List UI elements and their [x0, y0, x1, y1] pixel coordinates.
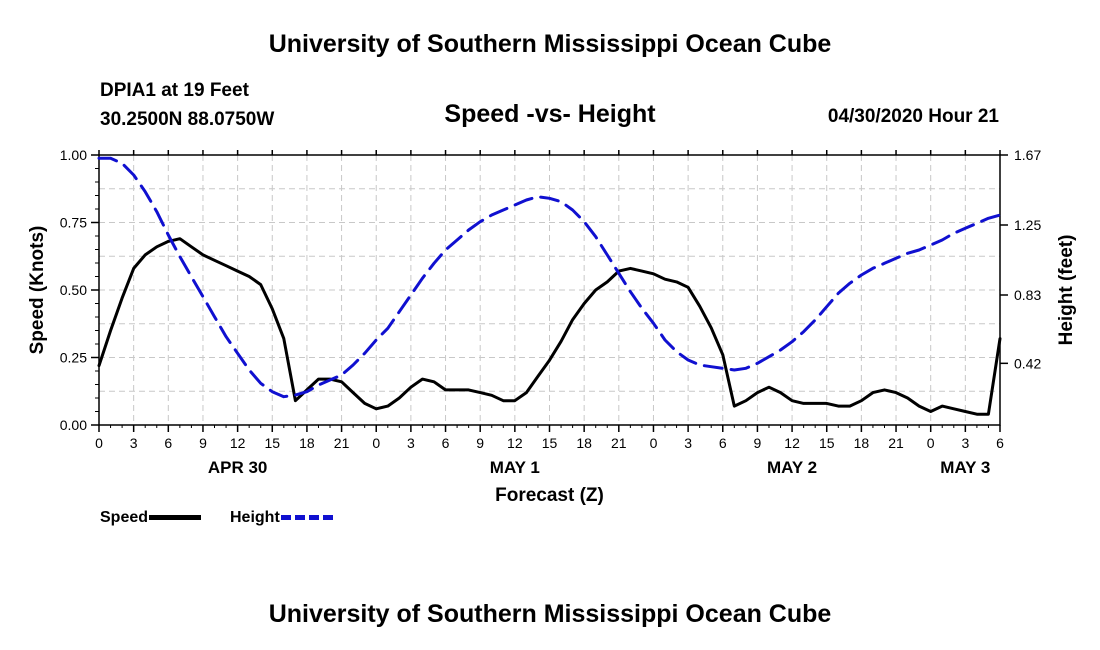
x-tick-label: 12 — [507, 435, 523, 451]
forecast-datetime: 04/30/2020 Hour 21 — [827, 106, 999, 127]
footer-title: University of Southern Mississippi Ocean… — [268, 600, 832, 628]
x-tick-label: 18 — [576, 435, 592, 451]
station-info: DPIA1 at 19 Feet 30.2500N 88.0750W — [100, 76, 274, 134]
y-axis-label: Speed (Knots) — [27, 226, 48, 355]
legend-speed-label: Speed — [100, 509, 149, 526]
x-tick-label: 0 — [650, 435, 658, 451]
x-tick-label: 6 — [719, 435, 727, 451]
x-tick-label: 6 — [442, 435, 450, 451]
date-label: MAY 1 — [490, 458, 540, 477]
x-tick-label: 3 — [130, 435, 138, 451]
x-tick-label: 21 — [888, 435, 904, 451]
x-tick-label: 9 — [199, 435, 207, 451]
page-title: University of Southern Mississippi Ocean… — [268, 30, 832, 58]
x-tick-label: 21 — [334, 435, 350, 451]
series-line-height — [97, 156, 1002, 399]
x-tick-label: 9 — [476, 435, 484, 451]
y-tick-label: 0.50 — [60, 282, 87, 298]
legend-height-label: Height — [230, 509, 280, 526]
legend-height-swatch — [280, 515, 333, 521]
y-tick-label: 0.75 — [60, 215, 87, 231]
y2-tick-label: 1.25 — [1014, 217, 1041, 233]
y2-tick-label: 1.67 — [1014, 147, 1041, 163]
y2-tick-label: 0.42 — [1014, 355, 1041, 371]
date-label: APR 30 — [208, 458, 268, 477]
x-tick-label: 15 — [264, 435, 280, 451]
y2-tick-label: 0.83 — [1014, 287, 1041, 303]
station-coords: 30.2500N 88.0750W — [100, 109, 275, 130]
x-tick-label: 9 — [754, 435, 762, 451]
x-tick-label: 6 — [996, 435, 1004, 451]
x-tick-label: 21 — [611, 435, 627, 451]
x-tick-label: 0 — [927, 435, 935, 451]
legend-speed: Speed — [100, 509, 202, 527]
date-label: MAY 2 — [767, 458, 817, 477]
legend-speed-swatch — [149, 515, 202, 521]
x-tick-label: 18 — [299, 435, 315, 451]
date-label: MAY 3 — [940, 458, 990, 477]
x-tick-label: 3 — [684, 435, 692, 451]
x-tick-label: 18 — [854, 435, 870, 451]
x-tick-label: 12 — [784, 435, 800, 451]
x-axis-label: Forecast (Z) — [495, 485, 604, 506]
x-tick-label: 3 — [961, 435, 969, 451]
x-tick-label: 0 — [95, 435, 103, 451]
x-tick-label: 15 — [819, 435, 835, 451]
station-name: DPIA1 at 19 Feet — [100, 80, 249, 101]
y-tick-label: 0.00 — [60, 417, 87, 433]
y-tick-label: 0.25 — [60, 350, 87, 366]
legend-height: Height — [230, 509, 333, 527]
y-tick-label: 1.00 — [60, 147, 87, 163]
x-tick-label: 0 — [372, 435, 380, 451]
y2-axis-label: Height (feet) — [1056, 235, 1077, 346]
x-tick-label: 12 — [230, 435, 246, 451]
x-tick-label: 6 — [164, 435, 172, 451]
series-line-speed — [97, 237, 1002, 416]
x-tick-label: 15 — [542, 435, 558, 451]
x-tick-label: 3 — [407, 435, 415, 451]
chart-title: Speed -vs- Height — [444, 100, 656, 128]
